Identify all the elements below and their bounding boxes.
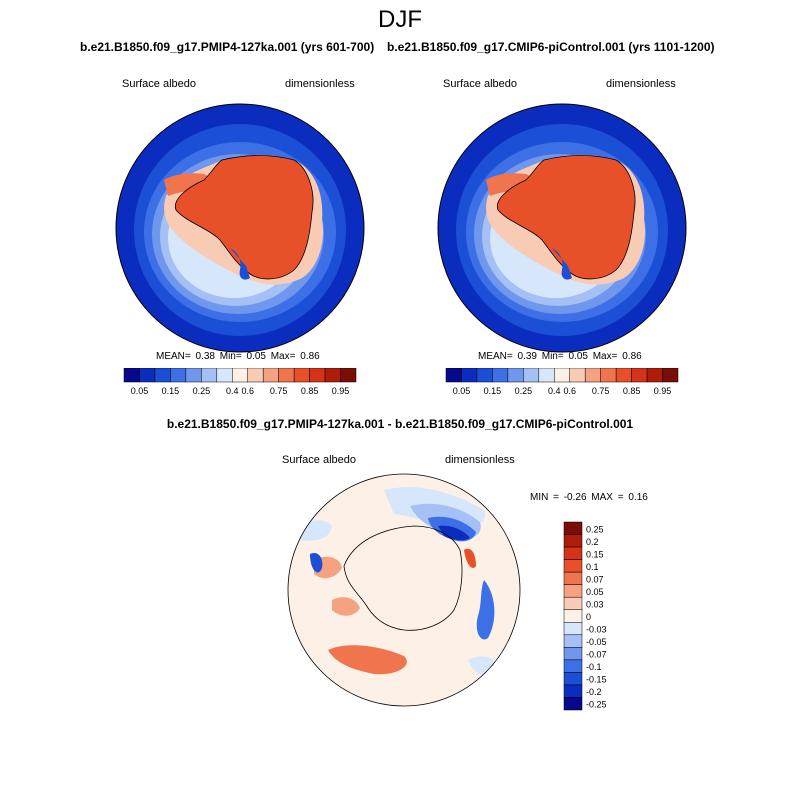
difference-colorbar-tick-label: 0.07 (586, 574, 604, 584)
panel-2-colorbar-tick-label: 0.6 (563, 386, 576, 396)
difference-title: b.e21.B1850.f09_g17.PMIP4-127ka.001 - b.… (166, 417, 634, 431)
figure-title: DJF (378, 6, 422, 33)
panel-2-colorbar-swatch (507, 368, 524, 383)
panel-2-colorbar-swatch (615, 368, 632, 383)
difference-colorbar-tick-label: -0.25 (586, 700, 607, 710)
panel-1-colorbar-tick-label: 0.15 (162, 386, 180, 396)
panel-1-case-title: b.e21.B1850.f09_g17.PMIP4-127ka.001 (yrs… (80, 40, 375, 54)
panel-1-colorbar-tick-label: 0.6 (241, 386, 254, 396)
difference-colorbar-swatch (563, 559, 583, 573)
panel-1-colorbar-tick-label: 0.05 (131, 386, 149, 396)
difference-colorbar-tick-label: 0 (586, 612, 591, 622)
panel-1-colorbar-swatch (170, 368, 187, 383)
panel-1-colorbar-swatch (185, 368, 202, 383)
panel-1-colorbar-swatch (154, 368, 171, 383)
difference-colorbar-tick-label: 0.15 (586, 549, 604, 559)
panel-1-colorbar: 0.05 0.15 0.25 0.4 0.6 0.75 0.85 0.95 (123, 368, 357, 396)
panel-2-polar-map (437, 103, 687, 353)
panel-2-colorbar-swatch (662, 368, 679, 383)
difference-colorbar-swatch (563, 521, 583, 535)
difference-colorbar-tick-label: -0.15 (586, 675, 607, 685)
panel-2-colorbar-tick-label: 0.05 (453, 386, 471, 396)
difference-colorbar-swatch (563, 596, 583, 610)
panel-2-colorbar-tick-label: 0.25 (515, 386, 533, 396)
difference-colorbar-swatch (563, 609, 583, 623)
panel-2-colorbar-tick-label: 0.85 (623, 386, 641, 396)
panel-1-colorbar-tick-label: 0.75 (270, 386, 288, 396)
panel-1-colorbar-swatch (324, 368, 341, 383)
difference-colorbar-swatch (563, 571, 583, 585)
difference-colorbar-swatch (563, 584, 583, 598)
difference-colorbar-tick-label: 0.05 (586, 587, 604, 597)
difference-colorbar-tick-label: 0.2 (586, 537, 599, 547)
panel-2-variable-label: Surface albedo (443, 78, 517, 90)
difference-units-label: dimensionless (445, 454, 515, 466)
panel-1-colorbar-swatch (216, 368, 233, 383)
panel-1-units-label: dimensionless (285, 78, 355, 90)
difference-colorbar-tick-label: -0.03 (586, 625, 607, 635)
panel-1-colorbar-swatch (278, 368, 295, 383)
panel-1-colorbar-tick-label: 0.85 (301, 386, 319, 396)
difference-colorbar-swatch (563, 622, 583, 636)
difference-colorbar-tick-label: -0.05 (586, 637, 607, 647)
panel-1-colorbar-swatch (247, 368, 264, 383)
difference-colorbar-tick-label: -0.07 (586, 650, 607, 660)
panel-1-colorbar-tick-label: 0.95 (332, 386, 350, 396)
panel-2-colorbar-swatch (538, 368, 555, 383)
panel-2-colorbar-swatch (584, 368, 601, 383)
difference-polar-map (287, 473, 521, 707)
difference-colorbar-swatch (563, 697, 583, 711)
difference-stats: MIN = -0.26 MAX = 0.16 (530, 492, 648, 503)
panel-2-colorbar-swatch (492, 368, 509, 383)
panel-1-stats: MEAN= 0.38 Min= 0.05 Max= 0.86 (156, 351, 320, 362)
difference-colorbar: 0.25 0.2 0.15 0.1 0.07 0.05 0.03 0 -0.03 -0.05 -0.… (563, 521, 607, 711)
panel-1-colorbar-tick-label: 0.4 (226, 386, 239, 396)
panel-1-colorbar-swatch (309, 368, 326, 383)
difference-colorbar-tick-label: -0.2 (586, 687, 602, 697)
panel-2-units-label: dimensionless (606, 78, 676, 90)
difference-colorbar-swatch (563, 659, 583, 673)
panel-1-colorbar-swatch (262, 368, 279, 383)
panel-1-colorbar-swatch (293, 368, 310, 383)
difference-colorbar-swatch (563, 534, 583, 548)
panel-2-colorbar-tick-label: 0.4 (548, 386, 561, 396)
difference-colorbar-swatch (563, 672, 583, 686)
difference-colorbar-tick-label: -0.1 (586, 662, 602, 672)
panel-1-colorbar-swatch (340, 368, 357, 383)
panel-2-colorbar-tick-label: 0.95 (654, 386, 672, 396)
panel-2-colorbar-swatch (461, 368, 478, 383)
panel-2-colorbar-tick-label: 0.75 (592, 386, 610, 396)
panel-2-colorbar-swatch (554, 368, 570, 383)
panel-2-colorbar-swatch (476, 368, 493, 383)
panel-2-colorbar: 0.05 0.15 0.25 0.4 0.6 0.75 0.85 0.95 (445, 368, 679, 396)
panel-1-colorbar-swatch (123, 368, 140, 383)
difference-colorbar-swatch (563, 634, 583, 648)
difference-colorbar-tick-label: 0.03 (586, 599, 604, 609)
panel-2-colorbar-tick-label: 0.15 (484, 386, 502, 396)
difference-colorbar-swatch (563, 684, 583, 698)
panel-1-polar-map (115, 103, 365, 353)
panel-2-colorbar-swatch (523, 368, 540, 383)
panel-2-colorbar-swatch (569, 368, 586, 383)
panel-2-stats: MEAN= 0.39 Min= 0.05 Max= 0.86 (478, 351, 642, 362)
difference-colorbar-swatch (563, 546, 583, 560)
panel-1-colorbar-swatch (232, 368, 248, 383)
panel-1-colorbar-tick-label: 0.25 (193, 386, 211, 396)
difference-colorbar-swatch (563, 647, 583, 661)
difference-colorbar-tick-label: 0.1 (586, 562, 599, 572)
difference-variable-label: Surface albedo (282, 454, 356, 466)
panel-2-colorbar-swatch (646, 368, 663, 383)
panel-2-colorbar-swatch (445, 368, 462, 383)
panel-1-colorbar-swatch (139, 368, 156, 383)
panel-2-colorbar-swatch (600, 368, 617, 383)
panel-2-case-title: b.e21.B1850.f09_g17.CMIP6-piControl.001 … (387, 40, 715, 54)
panel-1-colorbar-swatch (201, 368, 218, 383)
difference-colorbar-tick-label: 0.25 (586, 524, 604, 534)
panel-1-variable-label: Surface albedo (122, 78, 196, 90)
panel-2-colorbar-swatch (631, 368, 648, 383)
